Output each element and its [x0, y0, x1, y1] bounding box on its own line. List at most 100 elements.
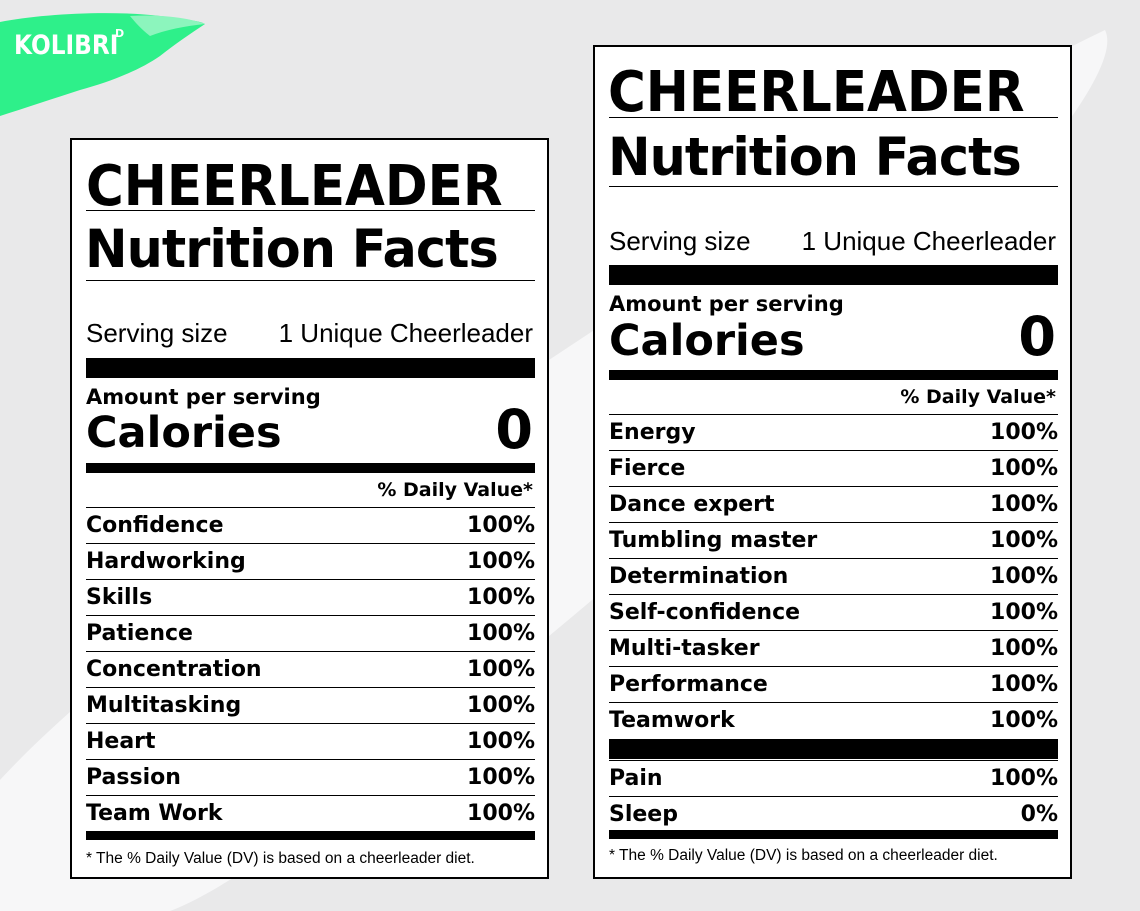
- label-title-nutrition-facts: Nutrition Facts: [85, 219, 499, 280]
- row-divider: [86, 615, 535, 616]
- nutrient-row: Skills 100%: [86, 580, 535, 615]
- row-divider: [86, 651, 535, 652]
- nutrient-value: 100%: [990, 419, 1058, 445]
- label-title-nutrition-facts: Nutrition Facts: [608, 127, 1022, 188]
- nutrient-value: 100%: [990, 599, 1058, 625]
- row-divider: [86, 579, 535, 580]
- nutrient-row: Self-confidence 100%: [609, 595, 1058, 630]
- nutrient-name: Hardworking: [86, 548, 246, 574]
- nutrient-value: 100%: [990, 563, 1058, 589]
- logo-splash-shape: [0, 13, 205, 116]
- nutrient-value: 100%: [990, 671, 1058, 697]
- row-divider: [86, 723, 535, 724]
- nutrient-value: 100%: [990, 491, 1058, 517]
- nutrient-name: Teamwork: [609, 707, 735, 733]
- nutrient-name: Dance expert: [609, 491, 775, 517]
- row-divider: [86, 507, 535, 508]
- divider: [609, 186, 1058, 187]
- nutrient-value: 0%: [1020, 801, 1058, 827]
- divider: [86, 280, 535, 281]
- row-divider: [609, 630, 1058, 631]
- bottom-divider: [609, 830, 1058, 839]
- label-title-cheerleader: CHEERLEADER: [608, 60, 1025, 125]
- medium-divider: [609, 370, 1058, 380]
- nutrient-name: Self-confidence: [609, 599, 801, 625]
- nutrient-value: 100%: [467, 584, 535, 610]
- calories-value: 0: [1018, 305, 1056, 368]
- nutrient-name: Energy: [609, 419, 696, 445]
- row-divider: [609, 760, 1058, 761]
- nutrient-row: Hardworking 100%: [86, 544, 535, 579]
- nutrient-row: Multi-tasker 100%: [609, 631, 1058, 666]
- nutrient-name: Heart: [86, 728, 156, 754]
- nutrient-value: 100%: [467, 620, 535, 646]
- footnote: * The % Daily Value (DV) is based on a c…: [609, 847, 998, 864]
- row-divider: [609, 486, 1058, 487]
- brand-logo: KOLIBRI D: [0, 0, 210, 120]
- nutrient-row: Pain 100%: [609, 761, 1058, 796]
- nutrient-row: Teamwork 100%: [609, 703, 1058, 738]
- row-divider: [609, 450, 1058, 451]
- nutrient-name: Tumbling master: [609, 527, 818, 553]
- nutrient-name: Passion: [86, 764, 181, 790]
- nutrient-row: Passion 100%: [86, 760, 535, 795]
- thick-divider: [609, 265, 1058, 285]
- divider: [609, 117, 1058, 118]
- serving-size-label: Serving size: [609, 226, 751, 256]
- row-divider: [609, 522, 1058, 523]
- nutrient-name: Team Work: [86, 800, 223, 826]
- nutrient-value: 100%: [467, 548, 535, 574]
- nutrient-name: Confidence: [86, 512, 224, 538]
- serving-size-value: 1 Unique Cheerleader: [278, 318, 533, 348]
- nutrient-value: 100%: [467, 800, 535, 826]
- row-divider: [86, 759, 535, 760]
- nutrition-label-right: CHEERLEADER Nutrition Facts Serving size…: [593, 45, 1072, 879]
- amount-per-serving: Amount per serving: [609, 292, 844, 316]
- row-divider: [609, 594, 1058, 595]
- nutrient-name: Pain: [609, 765, 663, 791]
- calories-label: Calories: [609, 316, 805, 366]
- nutrient-value: 100%: [990, 765, 1058, 791]
- nutrient-row: Dance expert 100%: [609, 487, 1058, 522]
- logo-superscript: D: [115, 27, 125, 40]
- nutrient-row: Determination 100%: [609, 559, 1058, 594]
- nutrient-name: Determination: [609, 563, 789, 589]
- calories-value: 0: [495, 398, 533, 461]
- nutrient-value: 100%: [990, 527, 1058, 553]
- serving-size-value: 1 Unique Cheerleader: [801, 226, 1056, 256]
- logo-text: KOLIBRI: [14, 30, 119, 61]
- nutrient-row: Performance 100%: [609, 667, 1058, 702]
- nutrient-value: 100%: [990, 707, 1058, 733]
- row-divider: [609, 796, 1058, 797]
- row-divider: [86, 543, 535, 544]
- daily-value-header: % Daily Value*: [377, 479, 533, 501]
- nutrient-row: Energy 100%: [609, 415, 1058, 450]
- medium-divider: [86, 463, 535, 473]
- nutrient-row: Tumbling master 100%: [609, 523, 1058, 558]
- nutrient-name: Sleep: [609, 801, 678, 827]
- row-divider: [86, 687, 535, 688]
- nutrient-value: 100%: [467, 764, 535, 790]
- nutrient-name: Performance: [609, 671, 768, 697]
- nutrient-value: 100%: [467, 728, 535, 754]
- nutrient-name: Multi-tasker: [609, 635, 760, 661]
- row-divider: [609, 702, 1058, 703]
- nutrient-name: Patience: [86, 620, 193, 646]
- nutrient-row: Team Work 100%: [86, 796, 535, 831]
- nutrient-value: 100%: [990, 635, 1058, 661]
- row-divider: [609, 666, 1058, 667]
- amount-per-serving: Amount per serving: [86, 385, 321, 409]
- thick-divider: [609, 739, 1058, 759]
- row-divider: [609, 414, 1058, 415]
- nutrient-name: Multitasking: [86, 692, 242, 718]
- footnote: * The % Daily Value (DV) is based on a c…: [86, 850, 475, 867]
- nutrient-name: Concentration: [86, 656, 262, 682]
- divider: [86, 210, 535, 211]
- calories-label: Calories: [86, 408, 282, 458]
- nutrient-row: Fierce 100%: [609, 451, 1058, 486]
- bottom-divider: [86, 831, 535, 840]
- nutrient-value: 100%: [467, 656, 535, 682]
- nutrition-label-left: CHEERLEADER Nutrition Facts Serving size…: [70, 138, 549, 879]
- row-divider: [609, 558, 1058, 559]
- serving-size-label: Serving size: [86, 318, 228, 348]
